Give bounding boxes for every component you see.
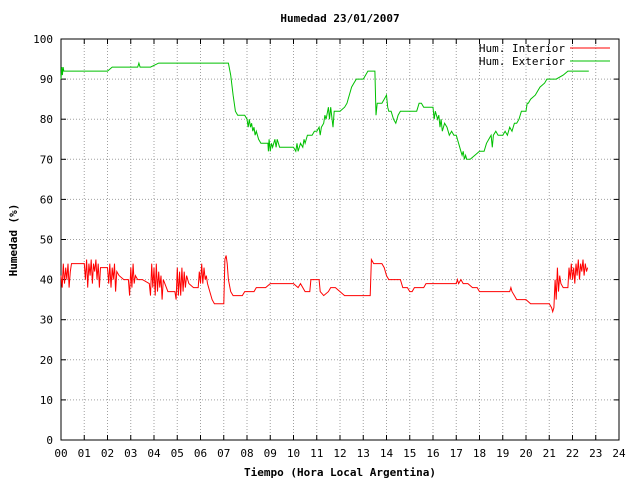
x-tick-label: 16 <box>426 447 439 460</box>
x-tick-label: 00 <box>54 447 67 460</box>
series-line-exterior <box>60 61 589 160</box>
y-tick-label: 90 <box>40 73 53 86</box>
grid-lines <box>61 39 619 440</box>
x-tick-label: 09 <box>264 447 277 460</box>
series-line-interior <box>60 255 589 314</box>
y-tick-label: 40 <box>40 274 53 287</box>
x-tick-label: 24 <box>612 447 626 460</box>
y-tick-label: 100 <box>33 33 53 46</box>
x-tick-label: 01 <box>78 447 91 460</box>
y-tick-label: 20 <box>40 354 53 367</box>
x-tick-label: 21 <box>543 447 556 460</box>
x-tick-label: 08 <box>240 447 253 460</box>
y-tick-label: 50 <box>40 234 53 247</box>
x-tick-label: 02 <box>101 447 114 460</box>
legend-label-interior: Hum. Interior <box>479 42 565 55</box>
x-axis-label: Tiempo (Hora Local Argentina) <box>244 466 436 479</box>
y-tick-label: 30 <box>40 314 53 327</box>
x-tick-label: 06 <box>194 447 207 460</box>
x-tick-label: 18 <box>473 447 486 460</box>
y-tick-label: 10 <box>40 394 53 407</box>
chart-title: Humedad 23/01/2007 <box>280 12 399 25</box>
x-tick-label: 13 <box>357 447 370 460</box>
x-tick-label: 04 <box>147 447 161 460</box>
x-tick-label: 12 <box>333 447 346 460</box>
x-tick-label: 22 <box>566 447 579 460</box>
y-tick-label: 70 <box>40 153 53 166</box>
x-tick-label: 10 <box>287 447 300 460</box>
y-axis-label: Humedad (%) <box>7 204 20 277</box>
x-tick-label: 03 <box>124 447 137 460</box>
y-tick-label: 0 <box>46 434 53 447</box>
x-tick-label: 20 <box>519 447 532 460</box>
x-tick-label: 15 <box>403 447 416 460</box>
y-tick-label: 80 <box>40 113 53 126</box>
x-tick-label: 23 <box>589 447 602 460</box>
x-tick-label: 19 <box>496 447 509 460</box>
x-tick-label: 11 <box>310 447 323 460</box>
series-lines <box>60 61 589 314</box>
x-tick-label: 14 <box>380 447 394 460</box>
y-tick-label: 60 <box>40 193 53 206</box>
x-axis-ticks: 00 01 02 03 04 05 06 07 08 09 10 11 12 13 14 15 16 17 18 19… <box>54 39 626 460</box>
x-tick-label: 07 <box>217 447 230 460</box>
x-tick-label: 17 <box>450 447 463 460</box>
legend-label-exterior: Hum. Exterior <box>479 55 565 68</box>
legend: Hum. Interior Hum. Exterior <box>479 42 610 68</box>
x-tick-label: 05 <box>171 447 184 460</box>
